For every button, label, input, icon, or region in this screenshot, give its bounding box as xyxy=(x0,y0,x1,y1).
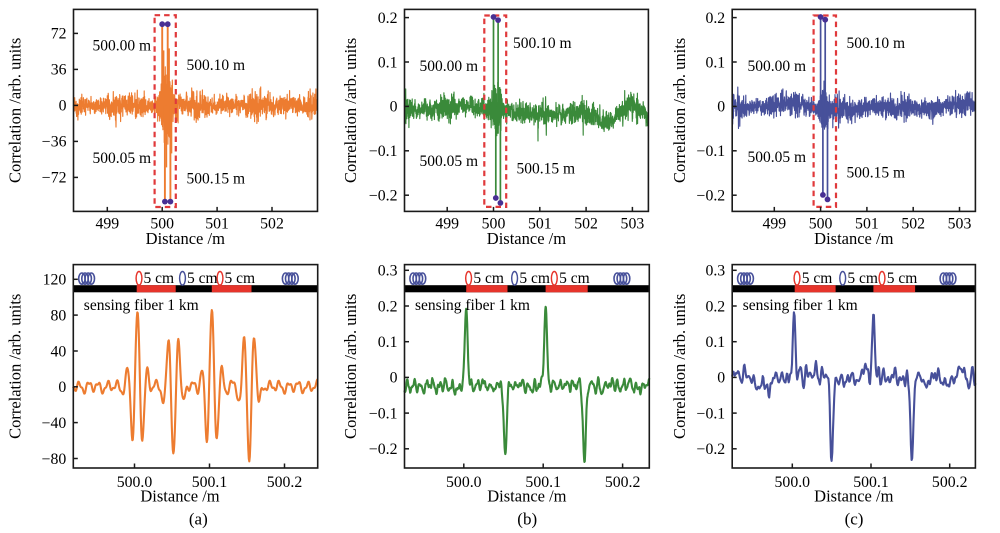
svg-text:500: 500 xyxy=(482,215,506,232)
svg-text:0: 0 xyxy=(390,99,398,116)
svg-text:−80: −80 xyxy=(42,451,67,468)
svg-text:−0.2: −0.2 xyxy=(697,441,726,458)
svg-text:501: 501 xyxy=(205,215,229,232)
svg-text:500.10 m: 500.10 m xyxy=(513,35,572,52)
svg-text:−0.1: −0.1 xyxy=(697,405,726,422)
svg-text:(c): (c) xyxy=(845,510,864,529)
svg-text:500.0: 500.0 xyxy=(446,474,482,491)
svg-text:500.0: 500.0 xyxy=(775,474,811,491)
svg-text:sensing fiber 1 km: sensing fiber 1 km xyxy=(743,297,858,314)
svg-text:Distance /m: Distance /m xyxy=(814,229,893,248)
svg-text:5 cm: 5 cm xyxy=(519,270,550,287)
svg-text:sensing fiber 1 km: sensing fiber 1 km xyxy=(415,297,530,314)
svg-text:Distance /m: Distance /m xyxy=(140,487,219,506)
svg-text:500.10 m: 500.10 m xyxy=(847,35,906,52)
svg-text:0: 0 xyxy=(59,98,67,115)
svg-text:sensing fiber 1 km: sensing fiber 1 km xyxy=(84,297,199,314)
svg-text:502: 502 xyxy=(901,215,925,232)
svg-text:500.00 m: 500.00 m xyxy=(419,58,478,75)
svg-text:5 cm: 5 cm xyxy=(802,270,833,287)
svg-text:0.2: 0.2 xyxy=(705,10,725,27)
svg-text:5 cm: 5 cm xyxy=(187,270,218,287)
svg-text:0.1: 0.1 xyxy=(705,334,725,351)
svg-text:500.10 m: 500.10 m xyxy=(187,57,246,74)
svg-text:36: 36 xyxy=(51,62,67,79)
svg-text:501: 501 xyxy=(855,215,879,232)
svg-text:Distance /m: Distance /m xyxy=(814,487,893,506)
svg-text:80: 80 xyxy=(51,307,67,324)
svg-text:Distance /m: Distance /m xyxy=(487,487,566,506)
svg-text:(a): (a) xyxy=(189,510,208,529)
svg-text:502: 502 xyxy=(574,215,598,232)
svg-text:0: 0 xyxy=(717,99,725,116)
svg-text:502: 502 xyxy=(260,215,284,232)
svg-text:−0.2: −0.2 xyxy=(369,188,398,205)
svg-text:−0.1: −0.1 xyxy=(369,143,398,160)
svg-text:499: 499 xyxy=(95,215,119,232)
svg-text:500.00 m: 500.00 m xyxy=(92,38,151,55)
svg-text:500.15 m: 500.15 m xyxy=(847,165,906,182)
svg-text:0.1: 0.1 xyxy=(378,334,398,351)
svg-text:5 cm: 5 cm xyxy=(144,270,175,287)
svg-text:5 cm: 5 cm xyxy=(847,270,878,287)
svg-text:0.1: 0.1 xyxy=(378,54,398,71)
svg-text:0.1: 0.1 xyxy=(705,54,725,71)
svg-text:Correlation /arb. units: Correlation /arb. units xyxy=(6,294,25,439)
svg-text:500.05 m: 500.05 m xyxy=(747,149,806,166)
svg-text:−0.2: −0.2 xyxy=(697,188,726,205)
svg-text:0.3: 0.3 xyxy=(705,263,725,280)
svg-text:72: 72 xyxy=(51,26,67,43)
svg-text:500.0: 500.0 xyxy=(117,474,153,491)
svg-text:0.2: 0.2 xyxy=(378,298,398,315)
svg-text:Correlation /arb. units: Correlation /arb. units xyxy=(6,38,25,183)
svg-text:−0.1: −0.1 xyxy=(697,143,726,160)
svg-text:5 cm: 5 cm xyxy=(473,270,504,287)
svg-text:Distance /m: Distance /m xyxy=(146,229,225,248)
svg-text:−0.2: −0.2 xyxy=(369,441,398,458)
svg-text:500.2: 500.2 xyxy=(932,474,968,491)
svg-text:120: 120 xyxy=(43,272,67,289)
svg-text:0: 0 xyxy=(390,370,398,387)
svg-text:(b): (b) xyxy=(517,510,537,529)
svg-text:500.2: 500.2 xyxy=(267,474,303,491)
svg-text:500.2: 500.2 xyxy=(605,474,641,491)
svg-text:5 cm: 5 cm xyxy=(225,270,256,287)
svg-text:499: 499 xyxy=(435,215,459,232)
svg-text:−0.1: −0.1 xyxy=(369,405,398,422)
svg-text:500.1: 500.1 xyxy=(853,474,889,491)
svg-text:−36: −36 xyxy=(42,134,67,151)
svg-text:500: 500 xyxy=(150,215,174,232)
svg-text:0.2: 0.2 xyxy=(705,298,725,315)
svg-text:500.15 m: 500.15 m xyxy=(187,171,246,188)
svg-text:500.05 m: 500.05 m xyxy=(419,153,478,170)
svg-text:−40: −40 xyxy=(42,415,67,432)
svg-text:500.15 m: 500.15 m xyxy=(517,161,576,178)
svg-text:−72: −72 xyxy=(42,170,67,187)
svg-text:0.3: 0.3 xyxy=(378,263,398,280)
svg-text:Correlation /arb. units: Correlation /arb. units xyxy=(670,294,689,439)
svg-text:0: 0 xyxy=(717,370,725,387)
svg-text:5 cm: 5 cm xyxy=(887,270,918,287)
svg-text:503: 503 xyxy=(948,215,972,232)
svg-text:500.1: 500.1 xyxy=(192,474,228,491)
svg-text:Correlation /arb. units: Correlation /arb. units xyxy=(670,38,689,183)
svg-text:0: 0 xyxy=(58,379,66,396)
svg-text:40: 40 xyxy=(51,343,67,360)
svg-text:499: 499 xyxy=(762,215,786,232)
svg-text:500.00 m: 500.00 m xyxy=(747,58,806,75)
svg-text:501: 501 xyxy=(528,215,552,232)
svg-text:Correlation /arb. units: Correlation /arb. units xyxy=(341,38,360,183)
svg-text:5 cm: 5 cm xyxy=(559,270,590,287)
svg-text:500: 500 xyxy=(809,215,833,232)
svg-text:503: 503 xyxy=(621,215,645,232)
svg-text:500.1: 500.1 xyxy=(525,474,561,491)
svg-text:Distance /m: Distance /m xyxy=(487,229,566,248)
svg-text:500.05 m: 500.05 m xyxy=(92,150,151,167)
svg-text:Correlation /arb. units: Correlation /arb. units xyxy=(341,294,360,439)
svg-text:0.2: 0.2 xyxy=(378,10,398,27)
